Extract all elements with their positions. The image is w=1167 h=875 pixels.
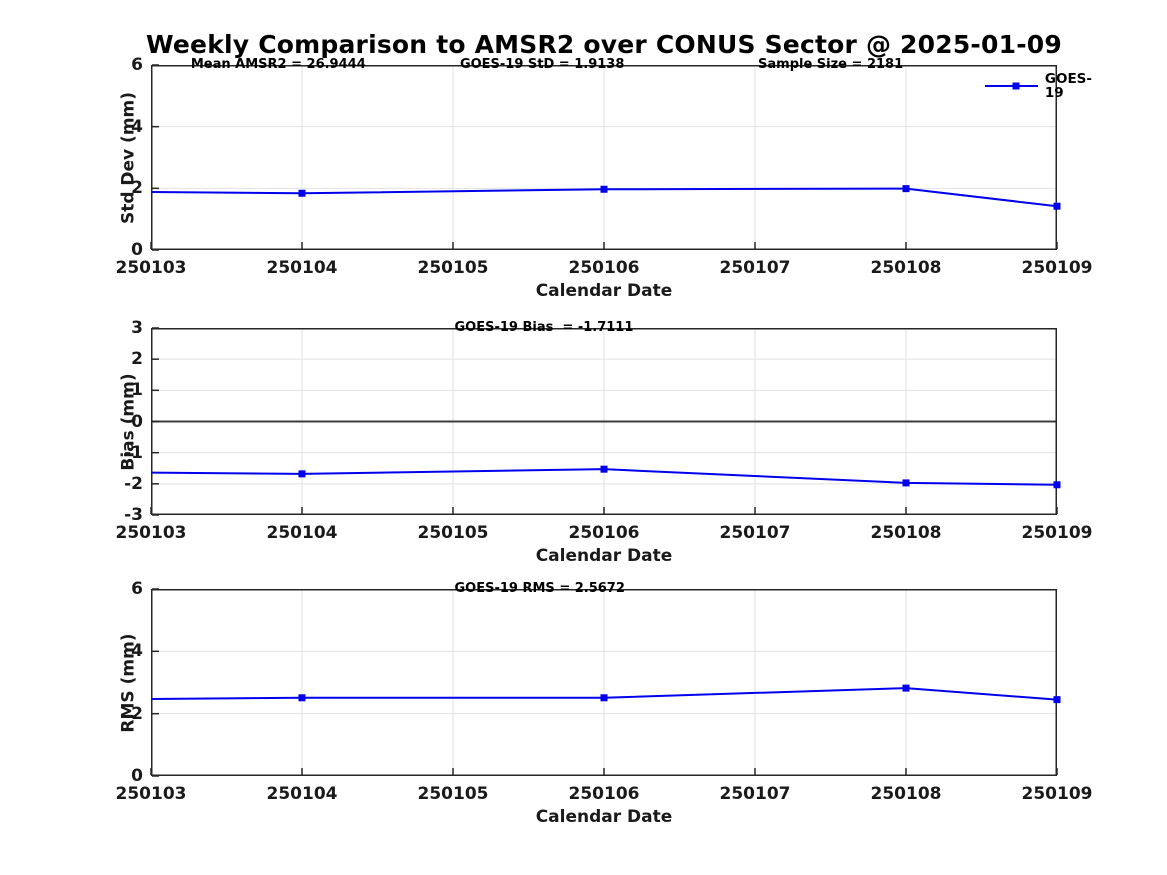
x-tick-label: 250104 bbox=[266, 784, 338, 804]
x-tick-label: 250103 bbox=[115, 258, 187, 278]
data-marker bbox=[298, 470, 306, 478]
x-tick-label: 250107 bbox=[719, 784, 791, 804]
figure-title: Weekly Comparison to AMSR2 over CONUS Se… bbox=[146, 30, 1062, 59]
y-tick-label: 2 bbox=[131, 703, 143, 724]
x-tick-label: 250103 bbox=[115, 784, 187, 804]
x-axis-label: Calendar Date bbox=[535, 546, 673, 566]
data-marker bbox=[902, 185, 910, 193]
x-tick-label: 250104 bbox=[266, 523, 338, 543]
x-tick-label: 250105 bbox=[417, 523, 489, 543]
legend: GOES-19 bbox=[985, 72, 1101, 100]
plot-area-std-dev bbox=[150, 64, 1061, 251]
data-marker bbox=[902, 479, 910, 487]
x-tick-label: 250105 bbox=[417, 258, 489, 278]
y-axis-label: Bias (mm) bbox=[118, 372, 138, 471]
x-tick-label: 250105 bbox=[417, 784, 489, 804]
data-marker bbox=[298, 694, 306, 702]
x-tick-label: 250104 bbox=[266, 258, 338, 278]
x-tick-label: 250109 bbox=[1021, 258, 1093, 278]
annotation: Mean AMSR2 = 26.9444 bbox=[190, 57, 366, 73]
plot-area-bias bbox=[150, 327, 1061, 516]
data-marker bbox=[902, 684, 910, 692]
y-tick-label: 0 bbox=[131, 240, 143, 260]
y-tick-label: 6 bbox=[131, 579, 143, 599]
x-tick-label: 250106 bbox=[568, 523, 640, 543]
y-tick-label: 6 bbox=[131, 55, 143, 75]
y-axis-label: Std Dev (mm) bbox=[118, 91, 138, 224]
x-tick-label: 250107 bbox=[719, 523, 791, 543]
y-tick-label: 2 bbox=[131, 178, 143, 199]
y-tick-label: -2 bbox=[124, 473, 143, 494]
y-tick-label: 4 bbox=[131, 116, 143, 137]
data-marker bbox=[1053, 202, 1061, 210]
axes-box bbox=[151, 328, 1057, 515]
x-tick-label: 250106 bbox=[568, 784, 640, 804]
x-tick-label: 250108 bbox=[870, 258, 942, 278]
x-tick-label: 250108 bbox=[870, 523, 942, 543]
y-tick-label: 1 bbox=[131, 380, 143, 401]
y-tick-label: 0 bbox=[131, 411, 143, 432]
y-tick-label: 4 bbox=[131, 641, 143, 662]
y-axis-label: RMS (mm) bbox=[118, 632, 138, 733]
data-marker bbox=[600, 185, 608, 193]
annotation: GOES-19 StD = 1.9138 bbox=[459, 57, 625, 73]
annotation: Sample Size = 2181 bbox=[758, 57, 904, 73]
x-tick-label: 250106 bbox=[568, 258, 640, 278]
data-marker bbox=[600, 465, 608, 473]
legend-label: GOES-19 bbox=[1044, 71, 1092, 101]
y-tick-label: 3 bbox=[131, 318, 143, 338]
x-tick-label: 250108 bbox=[870, 784, 942, 804]
y-tick-label: -1 bbox=[124, 442, 143, 463]
axes-box bbox=[151, 65, 1057, 250]
x-tick-label: 250103 bbox=[115, 523, 187, 543]
annotation: GOES-19 RMS = 2.5672 bbox=[454, 581, 625, 597]
y-tick-label: -3 bbox=[124, 505, 143, 525]
x-axis-label: Calendar Date bbox=[535, 807, 673, 827]
axes-box bbox=[151, 589, 1057, 776]
annotation: GOES-19 Bias = -1.7111 bbox=[454, 320, 634, 336]
data-marker bbox=[600, 694, 608, 702]
data-marker bbox=[1053, 481, 1061, 489]
plot-area-rms bbox=[150, 588, 1061, 777]
legend-line-sample bbox=[985, 82, 1038, 90]
x-tick-label: 250109 bbox=[1021, 523, 1093, 543]
x-axis-label: Calendar Date bbox=[535, 281, 673, 301]
x-tick-label: 250109 bbox=[1021, 784, 1093, 804]
y-tick-label: 2 bbox=[131, 349, 143, 370]
data-marker bbox=[298, 189, 306, 197]
data-marker bbox=[1053, 696, 1061, 704]
y-tick-label: 0 bbox=[131, 766, 143, 786]
x-tick-label: 250107 bbox=[719, 258, 791, 278]
